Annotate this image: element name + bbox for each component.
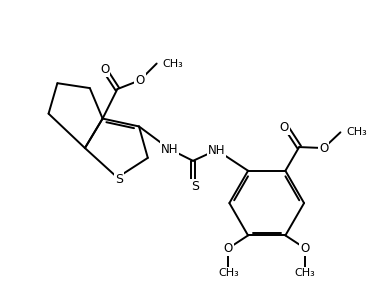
Text: CH₃: CH₃ [163,59,183,69]
Text: CH₃: CH₃ [218,268,239,278]
Text: CH₃: CH₃ [346,127,367,137]
Text: O: O [135,74,145,87]
Text: CH₃: CH₃ [295,268,315,278]
Text: O: O [100,63,109,76]
Text: NH: NH [208,143,225,156]
Text: O: O [224,242,233,255]
Text: NH: NH [161,143,178,156]
Text: O: O [319,142,328,155]
Text: O: O [301,242,310,255]
Text: S: S [115,173,123,186]
Text: O: O [280,121,289,134]
Text: S: S [191,180,199,193]
